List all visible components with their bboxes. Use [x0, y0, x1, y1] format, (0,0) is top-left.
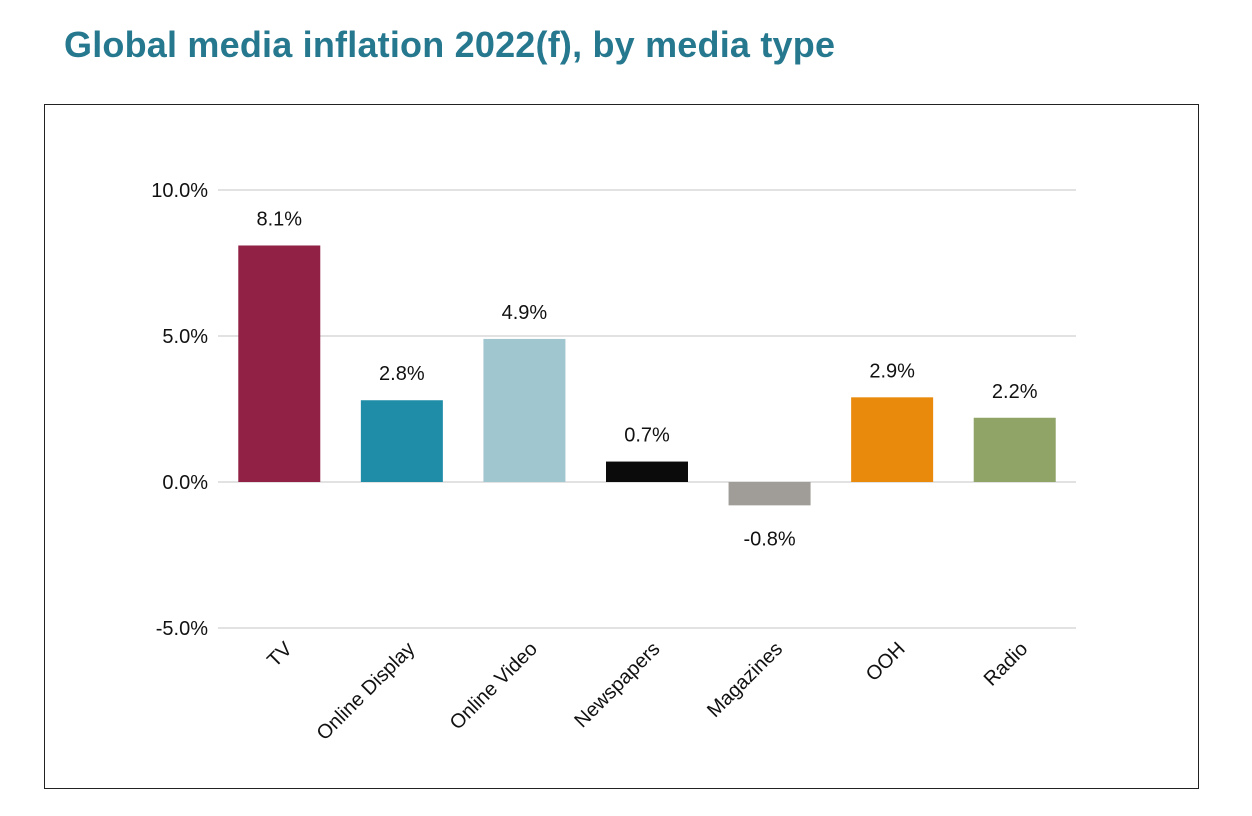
bar-radio [973, 417, 1056, 482]
x-tick-label: OOH [862, 638, 910, 686]
x-axis-ticks: TV Online Display Online Video Newspapers Ma… [263, 638, 1032, 745]
x-tick-label: Online Display [313, 638, 420, 745]
bar-ooh [851, 397, 934, 482]
data-label: 2.2% [992, 381, 1038, 403]
gridlines [218, 189, 1076, 629]
y-axis-ticks: 10.0% 5.0% 0.0% -5.0% [151, 180, 208, 640]
chart-title: Global media inflation 2022(f), by media… [64, 24, 836, 65]
chart-frame [44, 104, 1199, 789]
y-tick-label: 5.0% [162, 326, 208, 348]
x-tick-label: Magazines [703, 638, 787, 722]
bar-tv [238, 245, 321, 482]
data-label: -0.8% [743, 528, 795, 550]
bar-magazines [728, 482, 811, 506]
data-labels: 8.1% 2.8% 4.9% 0.7% -0.8% 2.9% 2.2% [256, 208, 1037, 550]
data-label: 2.8% [379, 363, 425, 385]
data-label: 0.7% [624, 425, 670, 447]
data-label: 4.9% [502, 302, 548, 324]
x-tick-label: Online Video [446, 638, 542, 734]
y-tick-label: 0.0% [162, 472, 208, 494]
bar-newspapers [606, 461, 688, 482]
y-tick-label: -5.0% [156, 618, 208, 640]
bar-online-video [483, 338, 566, 482]
data-label: 2.9% [869, 360, 915, 382]
data-label: 8.1% [256, 208, 302, 230]
bar-online-display [360, 400, 443, 482]
y-tick-label: 10.0% [151, 180, 208, 202]
x-tick-label: TV [263, 638, 297, 672]
x-tick-label: Newspapers [570, 638, 664, 732]
x-tick-label: Radio [980, 638, 1033, 691]
bars [238, 245, 1056, 506]
